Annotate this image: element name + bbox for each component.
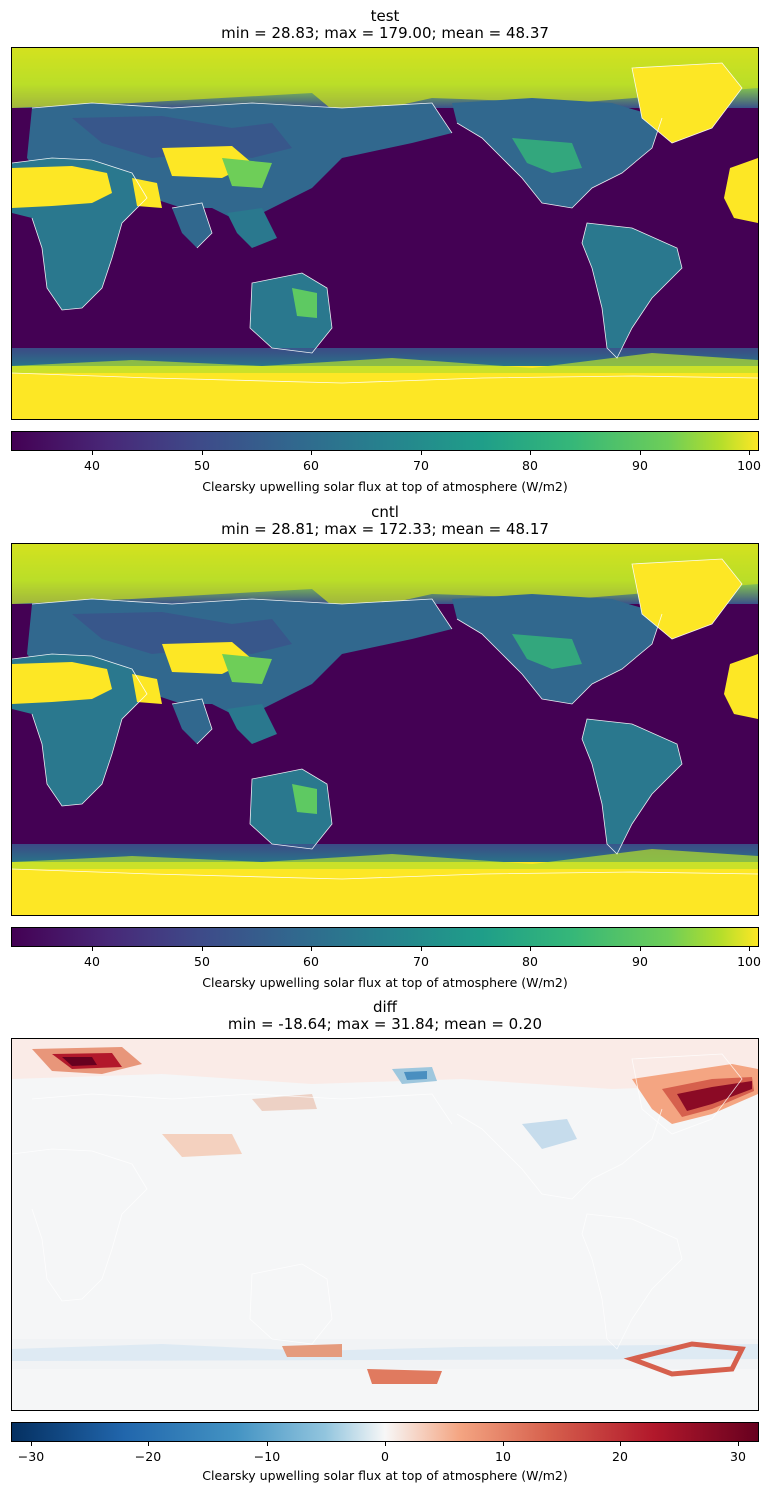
- cntl-colorbar: [11, 927, 759, 947]
- diff-map-plot: [12, 1039, 758, 1410]
- colorbar-tick: 100: [737, 954, 761, 969]
- panel-stats: min = 28.83; max = 179.00; mean = 48.37: [221, 24, 549, 42]
- panel-stats: min = 28.81; max = 172.33; mean = 48.17: [221, 520, 549, 538]
- colorbar-tick: 100: [737, 458, 761, 473]
- panel-title: diff: [372, 998, 398, 1016]
- colorbar-tick: 70: [413, 954, 429, 969]
- colorbar-tick: 90: [632, 458, 648, 473]
- colorbar-tick: 50: [194, 458, 210, 473]
- cntl-map: [11, 543, 759, 916]
- colorbar-tick: 60: [303, 458, 319, 473]
- colorbar-label: Clearsky upwelling solar flux at top of …: [202, 975, 568, 990]
- diff-map: [11, 1038, 759, 1411]
- diff-colorbar: [11, 1422, 759, 1442]
- colorbar-tick: 70: [413, 458, 429, 473]
- colorbar-tick: 0: [381, 1449, 389, 1464]
- colorbar-tick: 20: [612, 1449, 628, 1464]
- test-map-plot: [12, 48, 758, 419]
- colorbar-tick: 80: [522, 458, 538, 473]
- colorbar-tick: 10: [495, 1449, 511, 1464]
- colorbar-tick: −20: [134, 1449, 162, 1464]
- colorbar-label: Clearsky upwelling solar flux at top of …: [202, 1468, 568, 1483]
- colorbar-tick: −10: [253, 1449, 281, 1464]
- colorbar-tick: 40: [84, 954, 100, 969]
- panel-title: test: [370, 7, 400, 25]
- colorbar-tick: 50: [194, 954, 210, 969]
- panel-stats: min = -18.64; max = 31.84; mean = 0.20: [227, 1015, 543, 1033]
- colorbar-tick: −30: [17, 1449, 45, 1464]
- colorbar-tick: 90: [632, 954, 648, 969]
- colorbar-tick: 80: [522, 954, 538, 969]
- colorbar-tick: 40: [84, 458, 100, 473]
- panel-title: cntl: [371, 503, 399, 521]
- test-colorbar: [11, 431, 759, 451]
- cntl-map-plot: [12, 544, 758, 915]
- colorbar-tick: 60: [303, 954, 319, 969]
- colorbar-label: Clearsky upwelling solar flux at top of …: [202, 479, 568, 494]
- colorbar-tick: 30: [730, 1449, 746, 1464]
- test-map: [11, 47, 759, 420]
